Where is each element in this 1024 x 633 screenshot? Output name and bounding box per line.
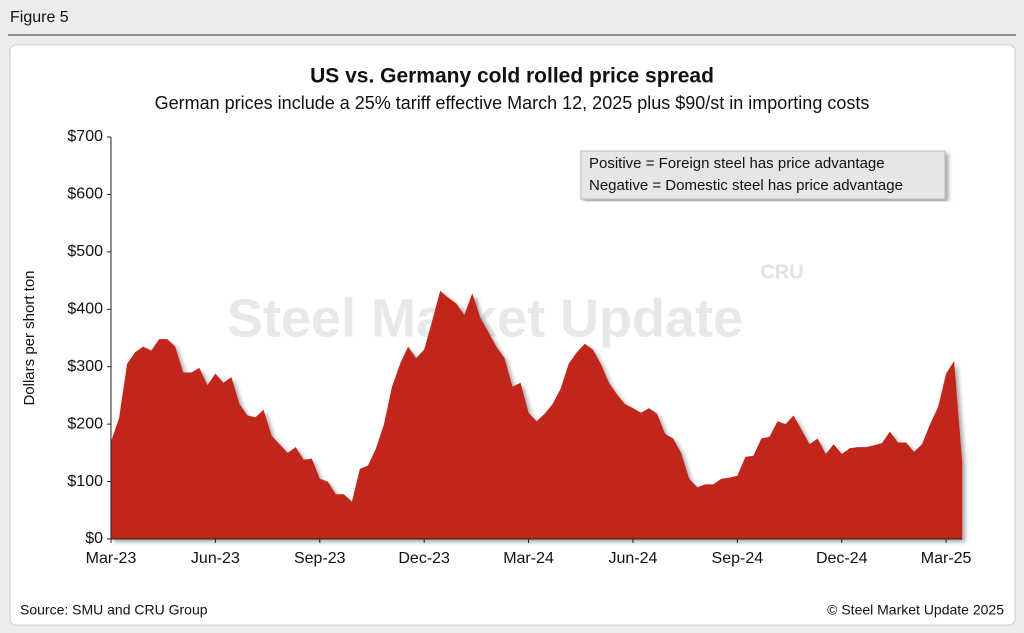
y-tick-label: $700	[67, 128, 103, 145]
y-tick-label: $200	[67, 415, 103, 432]
y-tick-label: $300	[67, 358, 103, 375]
y-axis-label: Dollars per short ton	[21, 270, 38, 405]
y-tick-label: $0	[85, 530, 103, 547]
copyright: © Steel Market Update 2025	[827, 602, 1004, 618]
x-tick-label: Sep-24	[712, 550, 764, 567]
y-tick-label: $100	[67, 473, 103, 490]
y-tick-label: $500	[67, 243, 103, 260]
x-tick-label: Mar-23	[86, 550, 137, 567]
x-tick-label: Sep-23	[294, 550, 346, 567]
y-tick-label: $400	[67, 301, 103, 318]
x-tick-label: Dec-23	[398, 550, 450, 567]
x-tick-label: Mar-24	[503, 550, 554, 567]
legend-box	[580, 150, 946, 200]
x-tick-label: Jun-23	[191, 550, 240, 567]
source: Source: SMU and CRU Group	[20, 602, 208, 618]
y-tick-label: $600	[67, 186, 103, 203]
x-tick-label: Dec-24	[816, 550, 868, 567]
figure-label: Figure 5	[10, 9, 69, 26]
x-tick-label: Jun-24	[608, 550, 657, 567]
watermark: CRU	[760, 261, 803, 283]
annotation: Positive = Foreign steel has price advan…	[589, 155, 885, 172]
x-tick-label: Mar-25	[921, 550, 972, 567]
area	[111, 290, 963, 539]
chart-subtitle: German prices include a 25% tariff effec…	[155, 93, 870, 113]
annotation: Negative = Domestic steel has price adva…	[589, 177, 903, 194]
chart-title: US vs. Germany cold rolled price spread	[310, 65, 714, 88]
